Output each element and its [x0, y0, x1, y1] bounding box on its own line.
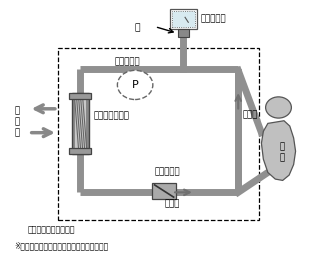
Text: 気泡検出器: 気泡検出器 — [154, 168, 180, 177]
Bar — [69, 93, 91, 99]
Text: 生理食塩水: 生理食塩水 — [201, 15, 227, 24]
Text: P: P — [132, 80, 138, 90]
Circle shape — [117, 70, 153, 99]
Bar — [170, 9, 197, 29]
Text: ※針は感染性廃棄物と同等の取扱いとする。: ※針は感染性廃棄物と同等の取扱いとする。 — [14, 241, 109, 250]
Bar — [58, 48, 259, 220]
Circle shape — [266, 97, 292, 118]
Text: 患
者: 患 者 — [279, 143, 284, 163]
Bar — [69, 148, 91, 154]
Polygon shape — [261, 121, 295, 180]
Bar — [172, 12, 195, 27]
Text: 静脈側: 静脈側 — [164, 199, 180, 208]
Bar — [72, 93, 89, 154]
Text: 動脈側: 動脈側 — [243, 110, 258, 119]
Text: 針: 針 — [135, 23, 140, 32]
Text: 血液ポンプ: 血液ポンプ — [114, 57, 140, 66]
Text: ダイアライザー: ダイアライザー — [94, 111, 129, 120]
Bar — [178, 29, 188, 37]
Bar — [74, 97, 86, 150]
Text: 点線内が感染性廃棄物: 点線内が感染性廃棄物 — [27, 225, 75, 234]
Bar — [152, 183, 176, 199]
Text: 透
析
液: 透 析 液 — [15, 106, 20, 138]
